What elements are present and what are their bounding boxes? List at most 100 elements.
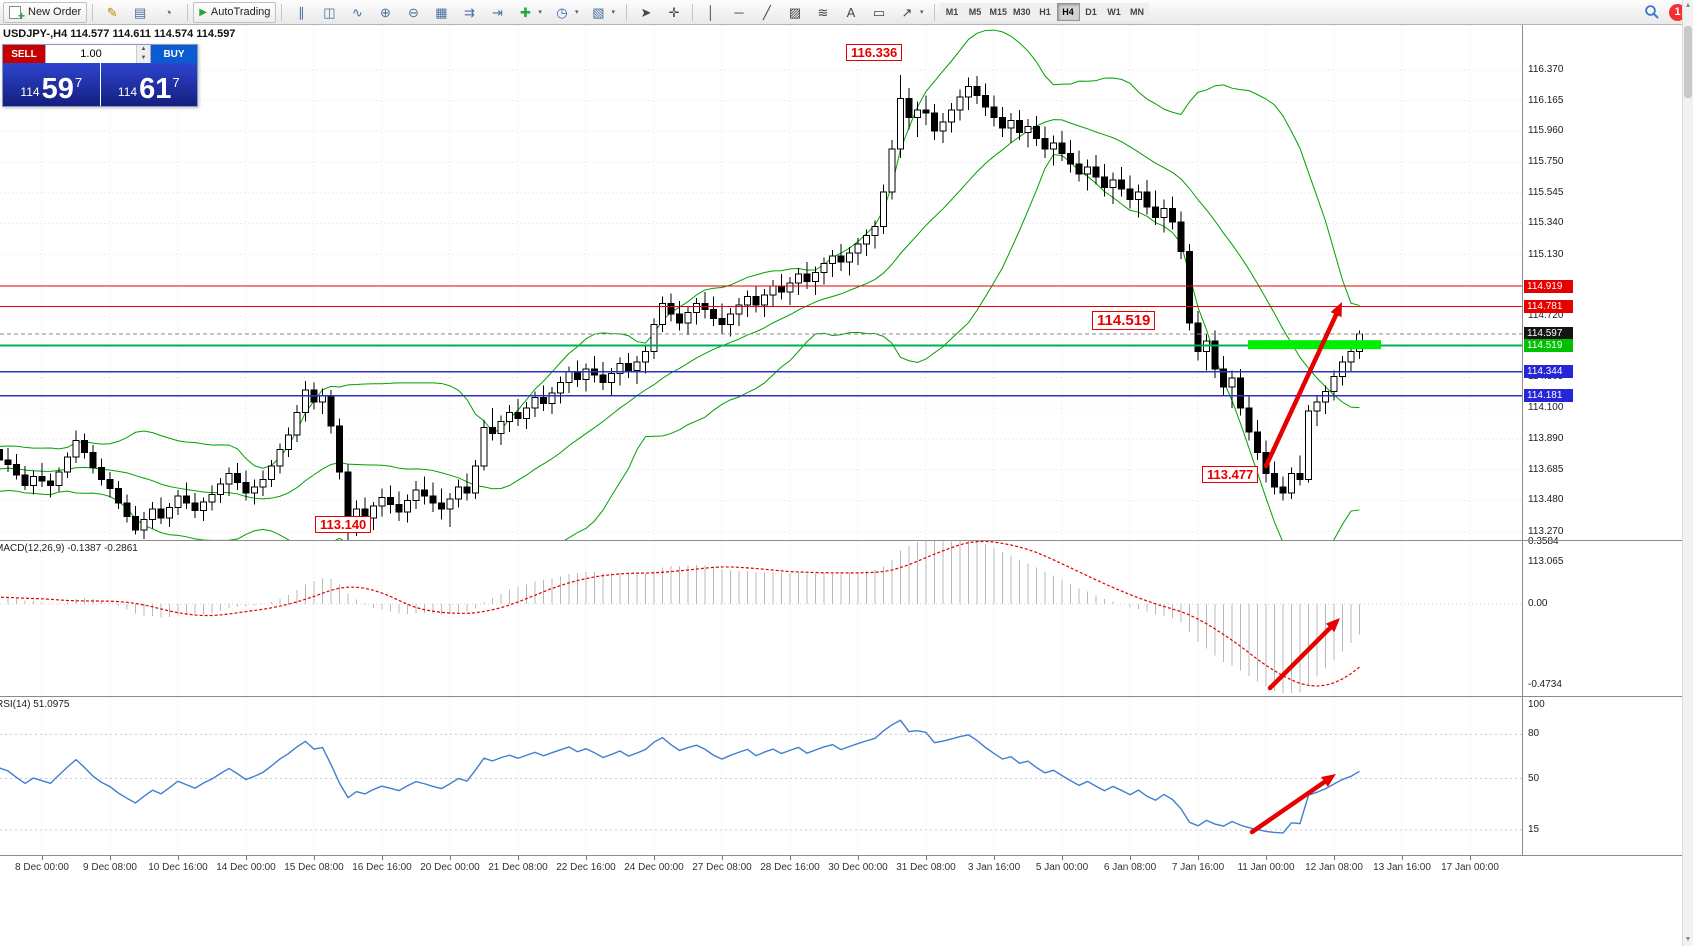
y-axis-label: 115.340 xyxy=(1528,217,1564,229)
market-watch-button[interactable]: ▤ xyxy=(126,2,154,23)
bollinger-band[interactable] xyxy=(0,29,1360,469)
timeframe-m5[interactable]: M5 xyxy=(963,3,987,21)
x-axis-label: 27 Dec 08:00 xyxy=(692,862,752,873)
bid-pipette: 7 xyxy=(74,75,83,90)
ask-price[interactable]: 114 61 7 xyxy=(100,63,197,106)
bollinger-band[interactable] xyxy=(0,154,1360,541)
candle xyxy=(489,426,496,434)
macd-canvas[interactable] xyxy=(0,541,1522,696)
candle xyxy=(293,411,301,436)
x-axis-label: 22 Dec 16:00 xyxy=(556,862,616,873)
crosshair-button[interactable]: ✛ xyxy=(660,2,688,23)
zoom-out-icon: ⊖ xyxy=(407,4,419,20)
candle xyxy=(506,411,513,422)
chevron-down-icon: ▾ xyxy=(611,9,615,16)
price-annotation[interactable]: 113.140 xyxy=(315,516,372,533)
fibonacci-button[interactable]: ≋ xyxy=(809,2,837,23)
candle xyxy=(327,395,335,427)
x-axis-label: 14 Dec 00:00 xyxy=(216,862,276,873)
chart-shift-button[interactable]: ⇥ xyxy=(483,2,511,23)
zoom-in-button[interactable]: ⊕ xyxy=(371,2,399,23)
chart-ohlc-title: USDJPY-,H4 114.577 114.611 114.574 114.5… xyxy=(3,28,236,40)
candle xyxy=(744,295,751,306)
timeframe-h1[interactable]: H1 xyxy=(1033,3,1057,21)
trendline-button[interactable]: ╱ xyxy=(753,2,781,23)
candle xyxy=(1296,472,1304,480)
autotrading-button[interactable]: ▶ AutoTrading xyxy=(193,1,277,23)
tile-windows-button[interactable]: ▦ xyxy=(427,2,455,23)
templates-button[interactable]: ▧ ▾ xyxy=(584,2,621,23)
price-chart-canvas[interactable] xyxy=(0,25,1522,541)
vertical-line-button[interactable]: │ xyxy=(697,2,725,23)
cursor-button[interactable]: ➤ xyxy=(632,2,660,23)
periods-icon: ◷ xyxy=(556,4,568,20)
zoom-out-button[interactable]: ⊖ xyxy=(399,2,427,23)
new-order-label: New Order xyxy=(28,6,82,18)
timeframe-mn[interactable]: MN xyxy=(1125,3,1149,21)
shapes-button[interactable]: ↗ ▾ xyxy=(893,2,930,23)
scroll-up-icon[interactable]: ▲ xyxy=(1684,2,1692,9)
volume-up-icon[interactable]: ▲ xyxy=(137,45,150,54)
buy-button[interactable]: BUY xyxy=(151,45,197,63)
candle xyxy=(1050,142,1057,150)
trend-arrow[interactable] xyxy=(1249,776,1332,835)
scrollbar-thumb[interactable] xyxy=(1684,26,1692,98)
timeframe-m15[interactable]: M15 xyxy=(986,3,1010,21)
volume-down-icon[interactable]: ▼ xyxy=(137,54,150,63)
metaeditor-button[interactable]: ✎ xyxy=(98,2,126,23)
price-annotation[interactable]: 113.477 xyxy=(1202,466,1259,483)
candle xyxy=(404,499,411,513)
trend-arrow-head xyxy=(1321,774,1336,787)
price-annotation[interactable]: 114.519 xyxy=(1092,311,1156,330)
label-button[interactable]: ▭ xyxy=(865,2,893,23)
candle xyxy=(1313,401,1321,412)
candle xyxy=(931,112,938,132)
auto-scroll-button[interactable]: ⇉ xyxy=(455,2,483,23)
search-icon[interactable] xyxy=(1644,4,1660,20)
bar-chart-button[interactable]: ∥ xyxy=(287,2,315,23)
panel-divider[interactable] xyxy=(0,696,1683,697)
rsi-canvas[interactable] xyxy=(0,697,1522,855)
time-tick xyxy=(382,856,383,860)
periods-button[interactable]: ◷ ▾ xyxy=(548,2,585,23)
notification-badge[interactable]: 1 xyxy=(1669,3,1686,21)
new-order-button[interactable]: + New Order xyxy=(3,1,88,23)
timeframe-m1[interactable]: M1 xyxy=(940,3,964,21)
panel-divider[interactable] xyxy=(0,540,1683,541)
candle xyxy=(735,304,743,315)
chevron-down-icon: ▾ xyxy=(538,9,542,16)
candle xyxy=(123,502,131,518)
strategy-tester-button[interactable]: ◔ xyxy=(154,2,182,23)
candle xyxy=(956,96,964,111)
price-annotation[interactable]: 116.336 xyxy=(846,44,903,61)
candle xyxy=(1211,340,1219,370)
scroll-down-icon[interactable]: ▼ xyxy=(1684,936,1692,943)
timeframe-h4[interactable]: H4 xyxy=(1056,3,1080,21)
candle xyxy=(268,465,275,480)
macd-axis-label: -0.4734 xyxy=(1528,679,1562,691)
timeframe-d1[interactable]: D1 xyxy=(1079,3,1103,21)
volume-input[interactable] xyxy=(46,47,136,61)
candlestick-button[interactable]: ◫ xyxy=(315,2,343,23)
sell-button[interactable]: SELL xyxy=(3,45,45,63)
candle xyxy=(1288,472,1295,494)
timeframe-w1[interactable]: W1 xyxy=(1102,3,1126,21)
time-tick xyxy=(178,856,179,860)
trend-arrow[interactable] xyxy=(1263,307,1341,469)
y-axis-label: 115.545 xyxy=(1528,186,1564,198)
bid-price[interactable]: 114 59 7 xyxy=(3,63,100,106)
horizontal-line-button[interactable]: ─ xyxy=(725,2,753,23)
trend-arrow[interactable] xyxy=(1267,621,1337,691)
line-chart-button[interactable]: ∿ xyxy=(343,2,371,23)
vertical-scrollbar[interactable]: ▲ ▼ xyxy=(1682,0,1693,946)
indicators-button[interactable]: ✚ ▾ xyxy=(511,2,548,23)
panel-divider[interactable] xyxy=(0,855,1683,856)
channel-button[interactable]: ▨ xyxy=(781,2,809,23)
bid-figure: 114 xyxy=(20,85,40,99)
text-button[interactable]: A xyxy=(837,2,865,23)
candle xyxy=(1160,207,1168,218)
rsi-axis-label: 80 xyxy=(1528,728,1540,740)
timeframe-m30[interactable]: M30 xyxy=(1010,3,1034,21)
highlight-zone[interactable] xyxy=(1248,340,1381,350)
